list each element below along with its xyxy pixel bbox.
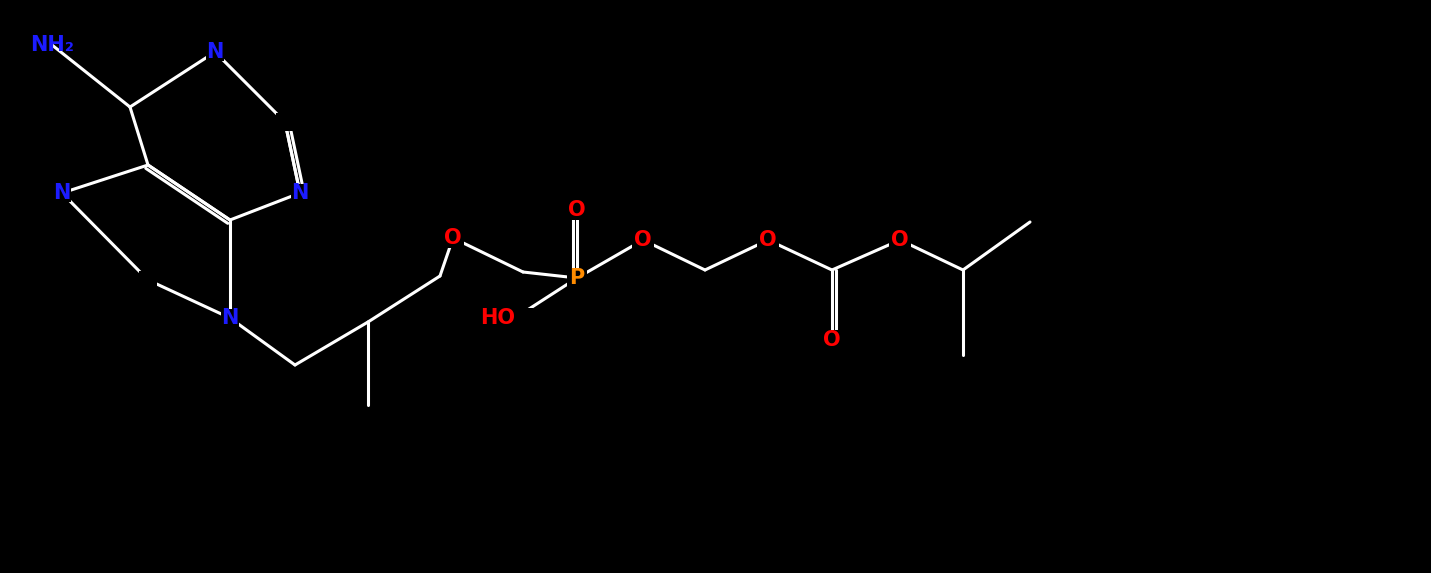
FancyBboxPatch shape <box>498 308 532 328</box>
FancyBboxPatch shape <box>220 309 239 327</box>
FancyBboxPatch shape <box>567 200 588 220</box>
FancyBboxPatch shape <box>633 230 654 250</box>
FancyBboxPatch shape <box>139 271 157 289</box>
Text: NH₂: NH₂ <box>30 35 74 55</box>
FancyBboxPatch shape <box>206 43 225 61</box>
Text: O: O <box>823 330 841 350</box>
Text: N: N <box>53 183 70 203</box>
Text: O: O <box>444 228 462 248</box>
FancyBboxPatch shape <box>757 230 778 250</box>
FancyBboxPatch shape <box>821 330 843 350</box>
Text: N: N <box>222 308 239 328</box>
Text: P: P <box>570 268 585 288</box>
Text: O: O <box>760 230 777 250</box>
FancyBboxPatch shape <box>276 113 293 131</box>
Text: HO: HO <box>479 308 515 328</box>
FancyBboxPatch shape <box>53 184 72 202</box>
Text: O: O <box>634 230 651 250</box>
FancyBboxPatch shape <box>567 268 587 288</box>
Text: N: N <box>206 42 223 62</box>
Text: O: O <box>892 230 909 250</box>
FancyBboxPatch shape <box>442 228 464 248</box>
FancyBboxPatch shape <box>889 230 912 250</box>
Text: O: O <box>568 200 585 220</box>
Text: N: N <box>292 183 309 203</box>
FancyBboxPatch shape <box>290 184 309 202</box>
